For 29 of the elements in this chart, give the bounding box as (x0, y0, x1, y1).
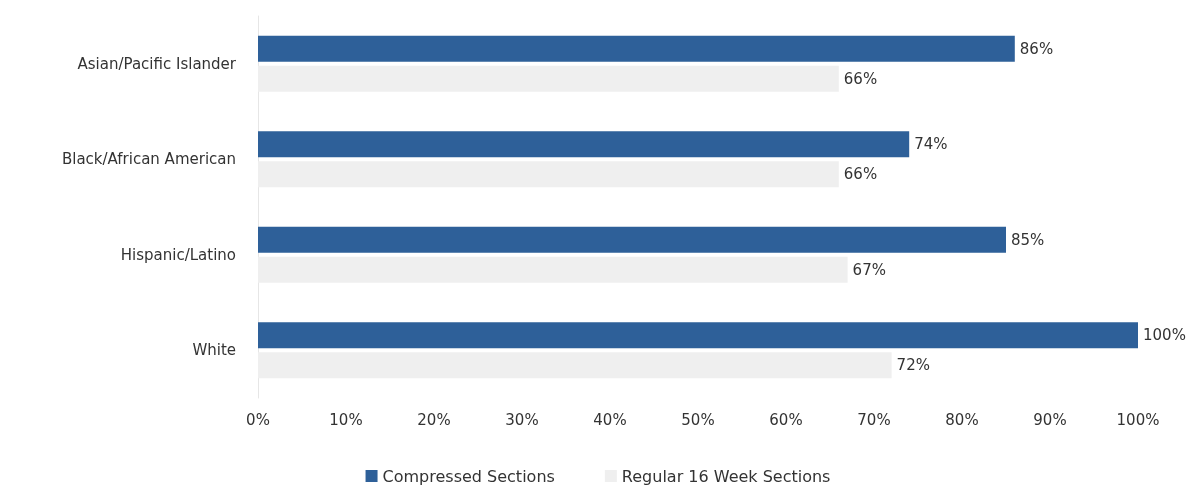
y-tick-label: Black/African American (61, 150, 236, 169)
x-tick-label: 0% (246, 410, 270, 429)
data-label: 85% (1011, 230, 1045, 249)
x-tick-label: 80% (945, 410, 979, 429)
x-tick-label: 90% (1033, 410, 1067, 429)
y-tick-label: White (192, 341, 236, 360)
x-tick-label: 70% (857, 410, 891, 429)
y-tick-label: Asian/Pacific Islander (77, 54, 237, 73)
data-label: 86% (1019, 39, 1054, 58)
bar (258, 131, 910, 158)
data-label: 74% (914, 135, 948, 154)
x-tick-label: 60% (769, 410, 803, 429)
x-tick-label: 100% (1116, 410, 1160, 429)
data-label: 66% (843, 165, 878, 184)
data-label: 66% (843, 69, 878, 88)
x-tick-label: 20% (417, 410, 451, 429)
data-label: 100% (1143, 326, 1186, 345)
y-tick-label: Hispanic/Latino (120, 245, 236, 264)
data-label: 72% (896, 356, 930, 375)
legend-label: Regular 16 Week Sections (621, 466, 831, 486)
x-tick-label: 30% (505, 410, 539, 429)
x-tick-label: 50% (681, 410, 715, 429)
bar (258, 322, 1138, 349)
x-tick-label: 10% (329, 410, 363, 429)
bar (258, 35, 1015, 62)
bar (258, 226, 1006, 253)
data-label: 67% (852, 260, 886, 279)
x-tick-label: 40% (593, 410, 627, 429)
legend-label: Compressed Sections (382, 466, 555, 486)
